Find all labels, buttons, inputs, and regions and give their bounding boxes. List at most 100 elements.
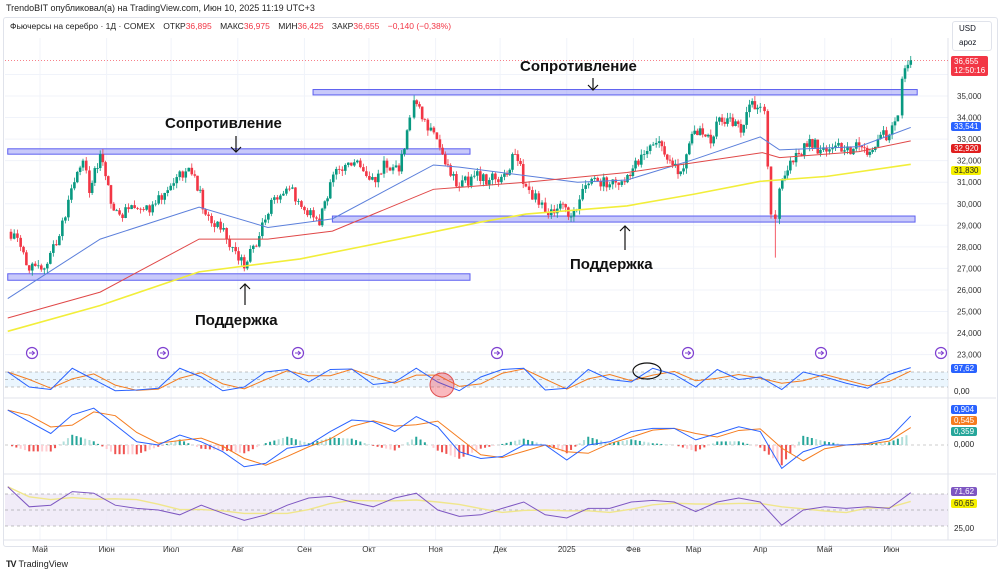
macd-histogram-bar — [527, 439, 530, 445]
open-label: ОТКР — [163, 21, 186, 31]
candle-body — [887, 134, 891, 141]
candle-body — [455, 174, 458, 187]
macd-histogram-bar — [256, 445, 259, 448]
candle-body — [391, 167, 395, 171]
macd-histogram-bar — [681, 445, 684, 448]
macd-histogram-bar — [677, 445, 680, 447]
candle-body — [112, 203, 116, 211]
candle-body — [109, 185, 113, 204]
candle-body — [400, 154, 404, 172]
symbol-title[interactable]: Фьючерсы на серебро · 1Д · COMEX — [10, 21, 155, 31]
macd-histogram-bar — [742, 442, 745, 445]
event-marker-arrow-icon — [29, 350, 36, 356]
resistance-zone — [312, 89, 918, 96]
macd-histogram-bar — [54, 445, 57, 449]
macd-histogram-bar — [410, 439, 413, 445]
macd-histogram-bar — [651, 443, 654, 445]
macd-histogram-bar — [269, 441, 272, 445]
candle-body — [210, 215, 213, 224]
macd-histogram-bar — [724, 441, 727, 445]
macd-histogram-bar — [389, 445, 392, 450]
macd-histogram-bar — [346, 438, 349, 445]
macd-histogram-bar — [746, 443, 749, 445]
macd-histogram-bar — [445, 445, 448, 454]
macd-histogram-bar — [127, 445, 130, 455]
support-label-left: Поддержка — [195, 312, 278, 329]
candle-body — [19, 237, 22, 247]
macd-histogram-bar — [608, 443, 611, 445]
ma-blue-tag: 33,541 — [951, 122, 982, 131]
macd-histogram-bar — [19, 445, 22, 449]
candle-body — [860, 145, 864, 148]
candle-body — [704, 134, 707, 137]
candle-body — [96, 168, 99, 169]
ma-yellow-line — [7, 163, 911, 333]
macd-histogram-bar — [79, 437, 82, 445]
candle-body — [663, 146, 666, 155]
time-tick-label: Ноя — [428, 545, 443, 554]
macd-histogram-bar — [505, 442, 508, 445]
candle-body — [676, 163, 680, 175]
macd-histogram-bar — [441, 445, 444, 453]
candle-body — [84, 160, 88, 171]
candle-body — [903, 68, 907, 79]
candle-body — [81, 160, 85, 168]
candle-body — [460, 180, 464, 187]
macd-histogram-bar — [449, 445, 452, 456]
macd-histogram-bar — [36, 445, 39, 452]
macd-histogram-bar — [337, 438, 340, 445]
macd-histogram-bar — [170, 442, 173, 445]
macd-histogram-bar — [355, 440, 358, 445]
price-tick-label: 35,000 — [957, 92, 982, 101]
candle-body — [264, 219, 267, 223]
last-price-tag: 36,655 12:50:16 — [951, 56, 989, 76]
candle-body — [145, 205, 148, 210]
candle-body — [136, 208, 139, 209]
scale-mode-label[interactable]: apoz — [959, 38, 977, 47]
candle-body — [365, 171, 368, 177]
macd-histogram-bar — [888, 442, 891, 445]
candle-body — [718, 117, 721, 122]
candle-body — [443, 154, 447, 165]
candle-body — [216, 221, 219, 227]
macd-histogram-bar — [131, 445, 134, 455]
candle-body — [813, 139, 817, 148]
price-tick-label: 30,000 — [957, 200, 982, 209]
candle-body — [49, 252, 52, 264]
time-tick-label: Сен — [297, 545, 312, 554]
candle-body — [674, 163, 677, 166]
candle-body — [701, 128, 705, 135]
macd-histogram-bar — [324, 438, 327, 445]
candle-body — [201, 189, 205, 210]
macd-histogram-bar — [187, 443, 190, 445]
currency-unit-box[interactable]: USD apoz — [952, 21, 992, 51]
candle-body — [362, 167, 365, 172]
candle-body — [742, 124, 746, 133]
candle-body — [12, 233, 16, 239]
candle-body — [423, 119, 427, 121]
candle-body — [763, 106, 766, 112]
time-tick-label: Авг — [232, 545, 245, 554]
arrow-up-icon-head — [239, 283, 251, 290]
candle-body — [906, 64, 910, 69]
candle-body — [657, 141, 661, 143]
candle-body — [350, 162, 353, 166]
candle-body — [731, 117, 735, 126]
candle-body — [469, 176, 473, 186]
macd-histogram-bar — [901, 436, 904, 445]
brand-name[interactable]: TradingView — [18, 559, 69, 569]
close-value: 36,655 — [353, 21, 380, 31]
macd-histogram-bar — [883, 442, 886, 445]
candle-body — [291, 187, 294, 189]
candle-body — [276, 197, 279, 200]
candle-body — [337, 168, 341, 170]
candle-body — [231, 247, 234, 248]
candle-body — [388, 167, 392, 171]
candle-body — [43, 268, 46, 270]
macd-histogram-bar — [565, 445, 568, 454]
candle-body — [688, 143, 691, 155]
macd-histogram-bar — [785, 445, 788, 460]
candle-body — [879, 134, 882, 140]
candle-body — [758, 106, 762, 108]
